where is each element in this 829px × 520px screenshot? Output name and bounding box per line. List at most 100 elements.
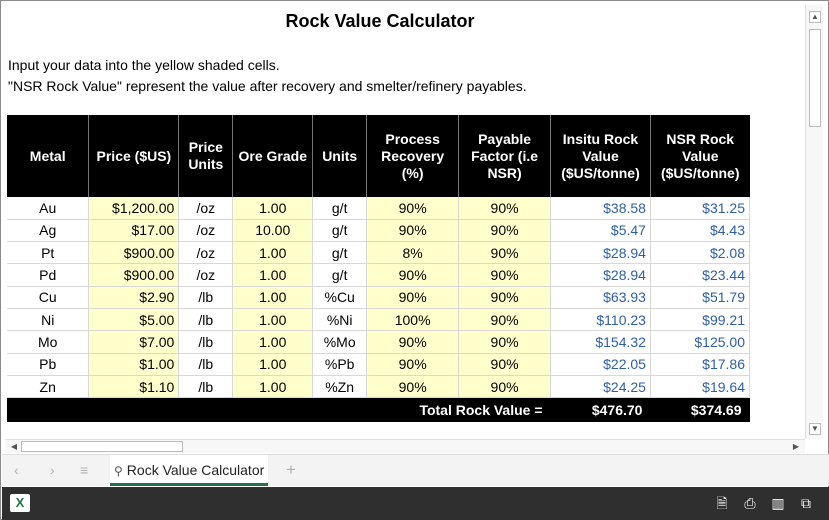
payable-input[interactable]: 90% bbox=[458, 241, 552, 265]
header-price[interactable]: Price ($US) bbox=[88, 115, 180, 197]
add-sheet-icon[interactable]: + bbox=[286, 460, 296, 479]
price-units-cell[interactable]: /lb bbox=[178, 330, 234, 354]
nsr-value-cell[interactable]: $31.25 bbox=[650, 197, 751, 220]
header-metal[interactable]: Metal bbox=[7, 115, 90, 197]
payable-input[interactable]: 90% bbox=[458, 263, 552, 287]
recovery-input[interactable]: 90% bbox=[366, 263, 460, 287]
payable-input[interactable]: 90% bbox=[458, 285, 552, 309]
sheet-tab-rock-value-calculator[interactable]: ⚲ Rock Value Calculator bbox=[110, 455, 269, 486]
excel-icon[interactable]: X bbox=[10, 494, 30, 512]
payable-input[interactable]: 90% bbox=[458, 308, 552, 332]
metal-cell[interactable]: Pd bbox=[7, 263, 90, 287]
payable-input[interactable]: 90% bbox=[458, 197, 552, 220]
recovery-input[interactable]: 90% bbox=[366, 285, 460, 309]
prev-sheet-icon[interactable]: ‹ bbox=[14, 462, 19, 478]
insitu-value-cell[interactable]: $38.58 bbox=[550, 197, 651, 220]
metal-cell[interactable]: Au bbox=[7, 197, 90, 220]
insitu-value-cell[interactable]: $110.23 bbox=[550, 308, 651, 332]
price-units-cell[interactable]: /lb bbox=[178, 353, 234, 376]
price-input[interactable]: $1.10 bbox=[88, 375, 180, 399]
recovery-input[interactable]: 90% bbox=[366, 353, 460, 376]
horizontal-scrollbar[interactable]: ◀ ▶ bbox=[5, 439, 805, 453]
metal-cell[interactable]: Zn bbox=[7, 375, 90, 399]
header-price-units[interactable]: Price Units bbox=[178, 115, 234, 197]
insitu-value-cell[interactable]: $5.47 bbox=[550, 219, 651, 243]
units-cell[interactable]: %Pb bbox=[312, 353, 368, 376]
units-cell[interactable]: g/t bbox=[312, 197, 368, 220]
book-icon[interactable]: ▥ bbox=[771, 495, 785, 511]
print-icon[interactable]: ⎙ bbox=[744, 495, 756, 511]
nsr-value-cell[interactable]: $23.44 bbox=[650, 263, 751, 287]
document-icon[interactable]: 🗎 bbox=[716, 495, 728, 511]
units-cell[interactable]: %Ni bbox=[312, 308, 368, 332]
ore-grade-input[interactable]: 1.00 bbox=[232, 197, 314, 220]
total-nsr-value[interactable]: $374.69 bbox=[650, 397, 750, 422]
payable-input[interactable]: 90% bbox=[458, 353, 552, 376]
ore-grade-input[interactable]: 1.00 bbox=[232, 308, 314, 332]
price-input[interactable]: $900.00 bbox=[88, 263, 180, 287]
price-input[interactable]: $900.00 bbox=[88, 241, 180, 265]
recovery-input[interactable]: 90% bbox=[366, 330, 460, 354]
header-nsr-value[interactable]: NSR Rock Value ($US/tonne) bbox=[650, 115, 750, 197]
nsr-value-cell[interactable]: $2.08 bbox=[650, 241, 751, 265]
scroll-up-icon[interactable]: ▲ bbox=[809, 11, 821, 23]
ore-grade-input[interactable]: 1.00 bbox=[232, 241, 314, 265]
price-input[interactable]: $7.00 bbox=[88, 330, 180, 354]
payable-input[interactable]: 90% bbox=[458, 219, 552, 243]
scroll-right-icon[interactable]: ▶ bbox=[792, 442, 800, 451]
recovery-input[interactable]: 90% bbox=[366, 375, 460, 399]
scroll-left-icon[interactable]: ◀ bbox=[10, 442, 18, 451]
price-units-cell[interactable]: /oz bbox=[178, 219, 234, 243]
units-cell[interactable]: g/t bbox=[312, 263, 368, 287]
price-input[interactable]: $2.90 bbox=[88, 285, 180, 309]
nsr-value-cell[interactable]: $125.00 bbox=[650, 330, 751, 354]
insitu-value-cell[interactable]: $28.94 bbox=[550, 263, 651, 287]
all-sheets-menu-icon[interactable]: ≡ bbox=[80, 462, 89, 478]
insitu-value-cell[interactable]: $154.32 bbox=[550, 330, 651, 354]
total-insitu-value[interactable]: $476.70 bbox=[550, 397, 651, 422]
insitu-value-cell[interactable]: $28.94 bbox=[550, 241, 651, 265]
price-units-cell[interactable]: /lb bbox=[178, 308, 234, 332]
worksheet[interactable]: Rock Value Calculator Input your data in… bbox=[5, 5, 805, 439]
recovery-input[interactable]: 90% bbox=[366, 219, 460, 243]
nsr-value-cell[interactable]: $17.86 bbox=[650, 353, 751, 376]
price-units-cell[interactable]: /oz bbox=[178, 263, 234, 287]
recovery-input[interactable]: 90% bbox=[366, 197, 460, 220]
ore-grade-input[interactable]: 1.00 bbox=[232, 263, 314, 287]
header-process-recovery[interactable]: Process Recovery (%) bbox=[366, 115, 460, 197]
units-cell[interactable]: g/t bbox=[312, 241, 368, 265]
header-units[interactable]: Units bbox=[312, 115, 368, 197]
ore-grade-input[interactable]: 1.00 bbox=[232, 285, 314, 309]
metal-cell[interactable]: Cu bbox=[7, 285, 90, 309]
metal-cell[interactable]: Mo bbox=[7, 330, 90, 354]
price-input[interactable]: $17.00 bbox=[88, 219, 180, 243]
header-insitu-value[interactable]: Insitu Rock Value ($US/tonne) bbox=[550, 115, 651, 197]
insitu-value-cell[interactable]: $22.05 bbox=[550, 353, 651, 376]
insitu-value-cell[interactable]: $63.93 bbox=[550, 285, 651, 309]
scroll-down-icon[interactable]: ▼ bbox=[809, 423, 821, 435]
ore-grade-input[interactable]: 1.00 bbox=[232, 375, 314, 399]
horizontal-scroll-thumb[interactable] bbox=[21, 441, 183, 452]
price-units-cell[interactable]: /oz bbox=[178, 241, 234, 265]
price-units-cell[interactable]: /lb bbox=[178, 285, 234, 309]
ore-grade-input[interactable]: 10.00 bbox=[232, 219, 314, 243]
metal-cell[interactable]: Pt bbox=[7, 241, 90, 265]
metal-cell[interactable]: Ag bbox=[7, 219, 90, 243]
payable-input[interactable]: 90% bbox=[458, 330, 552, 354]
ore-grade-input[interactable]: 1.00 bbox=[232, 330, 314, 354]
payable-input[interactable]: 90% bbox=[458, 375, 552, 399]
price-input[interactable]: $1.00 bbox=[88, 353, 180, 376]
nsr-value-cell[interactable]: $51.79 bbox=[650, 285, 751, 309]
vertical-scroll-thumb[interactable] bbox=[809, 29, 821, 127]
metal-cell[interactable]: Ni bbox=[7, 308, 90, 332]
header-ore-grade[interactable]: Ore Grade bbox=[232, 115, 314, 197]
popout-icon[interactable]: ⧉ bbox=[801, 495, 811, 511]
price-input[interactable]: $1,200.00 bbox=[88, 197, 180, 220]
recovery-input[interactable]: 8% bbox=[366, 241, 460, 265]
units-cell[interactable]: %Mo bbox=[312, 330, 368, 354]
price-units-cell[interactable]: /lb bbox=[178, 375, 234, 399]
header-payable-factor[interactable]: Payable Factor (i.e NSR) bbox=[458, 115, 552, 197]
price-units-cell[interactable]: /oz bbox=[178, 197, 234, 220]
metal-cell[interactable]: Pb bbox=[7, 353, 90, 376]
price-input[interactable]: $5.00 bbox=[88, 308, 180, 332]
